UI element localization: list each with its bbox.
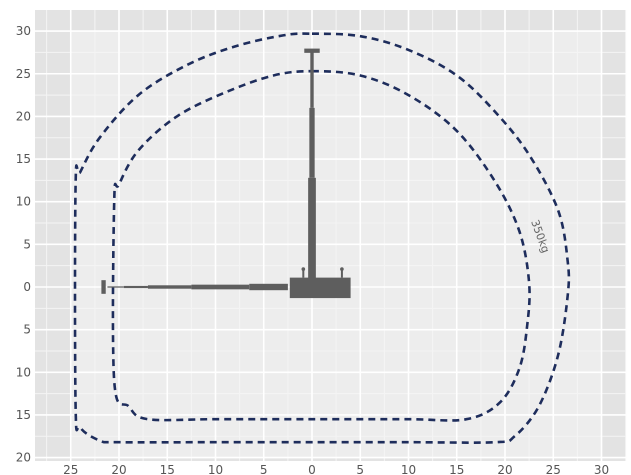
x-tick-label: 25 — [63, 463, 78, 475]
x-tick-label: 15 — [160, 463, 175, 475]
y-tick-label: 20 — [16, 451, 31, 465]
grid-lines — [35, 10, 627, 461]
x-tick-label: 20 — [111, 463, 126, 475]
vertical-boom-section — [309, 107, 315, 178]
horizontal-boom-section — [191, 284, 250, 290]
x-tick-label: 25 — [546, 463, 561, 475]
outrigger-pin-head — [301, 267, 306, 271]
y-tick-label: 5 — [23, 323, 31, 337]
y-tick-label: 0 — [23, 280, 31, 294]
vertical-boom-section — [310, 52, 314, 108]
y-tick-label: 5 — [23, 237, 31, 251]
horizontal-boom-section — [123, 285, 148, 289]
y-tick-label: 30 — [16, 24, 31, 38]
x-tick-label: 30 — [594, 463, 609, 475]
x-tick-label: 0 — [308, 463, 316, 475]
x-tick-label: 20 — [497, 463, 512, 475]
y-tick-label: 10 — [16, 195, 31, 209]
y-tick-label: 20 — [16, 109, 31, 123]
horizontal-boom-section — [107, 286, 124, 288]
axis-tick-labels: 2520151050510152025303530252015105051015… — [16, 24, 609, 475]
x-tick-label: 5 — [260, 463, 268, 475]
vertical-boom-section — [308, 177, 316, 283]
horizontal-boom-section — [147, 285, 192, 289]
x-tick-label: 5 — [356, 463, 364, 475]
x-tick-label: 10 — [208, 463, 223, 475]
x-tick-label: 10 — [401, 463, 416, 475]
vertical-boom-basket — [304, 48, 320, 53]
y-tick-label: 15 — [16, 152, 31, 166]
horizontal-boom-basket — [101, 280, 106, 294]
y-tick-label: 15 — [16, 408, 31, 422]
envelope-curves — [73, 32, 571, 444]
outrigger-pin-head — [340, 267, 344, 271]
outer-envelope-line — [73, 32, 571, 444]
y-tick-label: 10 — [16, 365, 31, 379]
y-tick-label: 25 — [16, 67, 31, 81]
horizontal-boom-section — [249, 283, 288, 291]
machine-base — [289, 277, 351, 299]
machine-drawing — [101, 48, 351, 299]
x-tick-label: 15 — [449, 463, 464, 475]
